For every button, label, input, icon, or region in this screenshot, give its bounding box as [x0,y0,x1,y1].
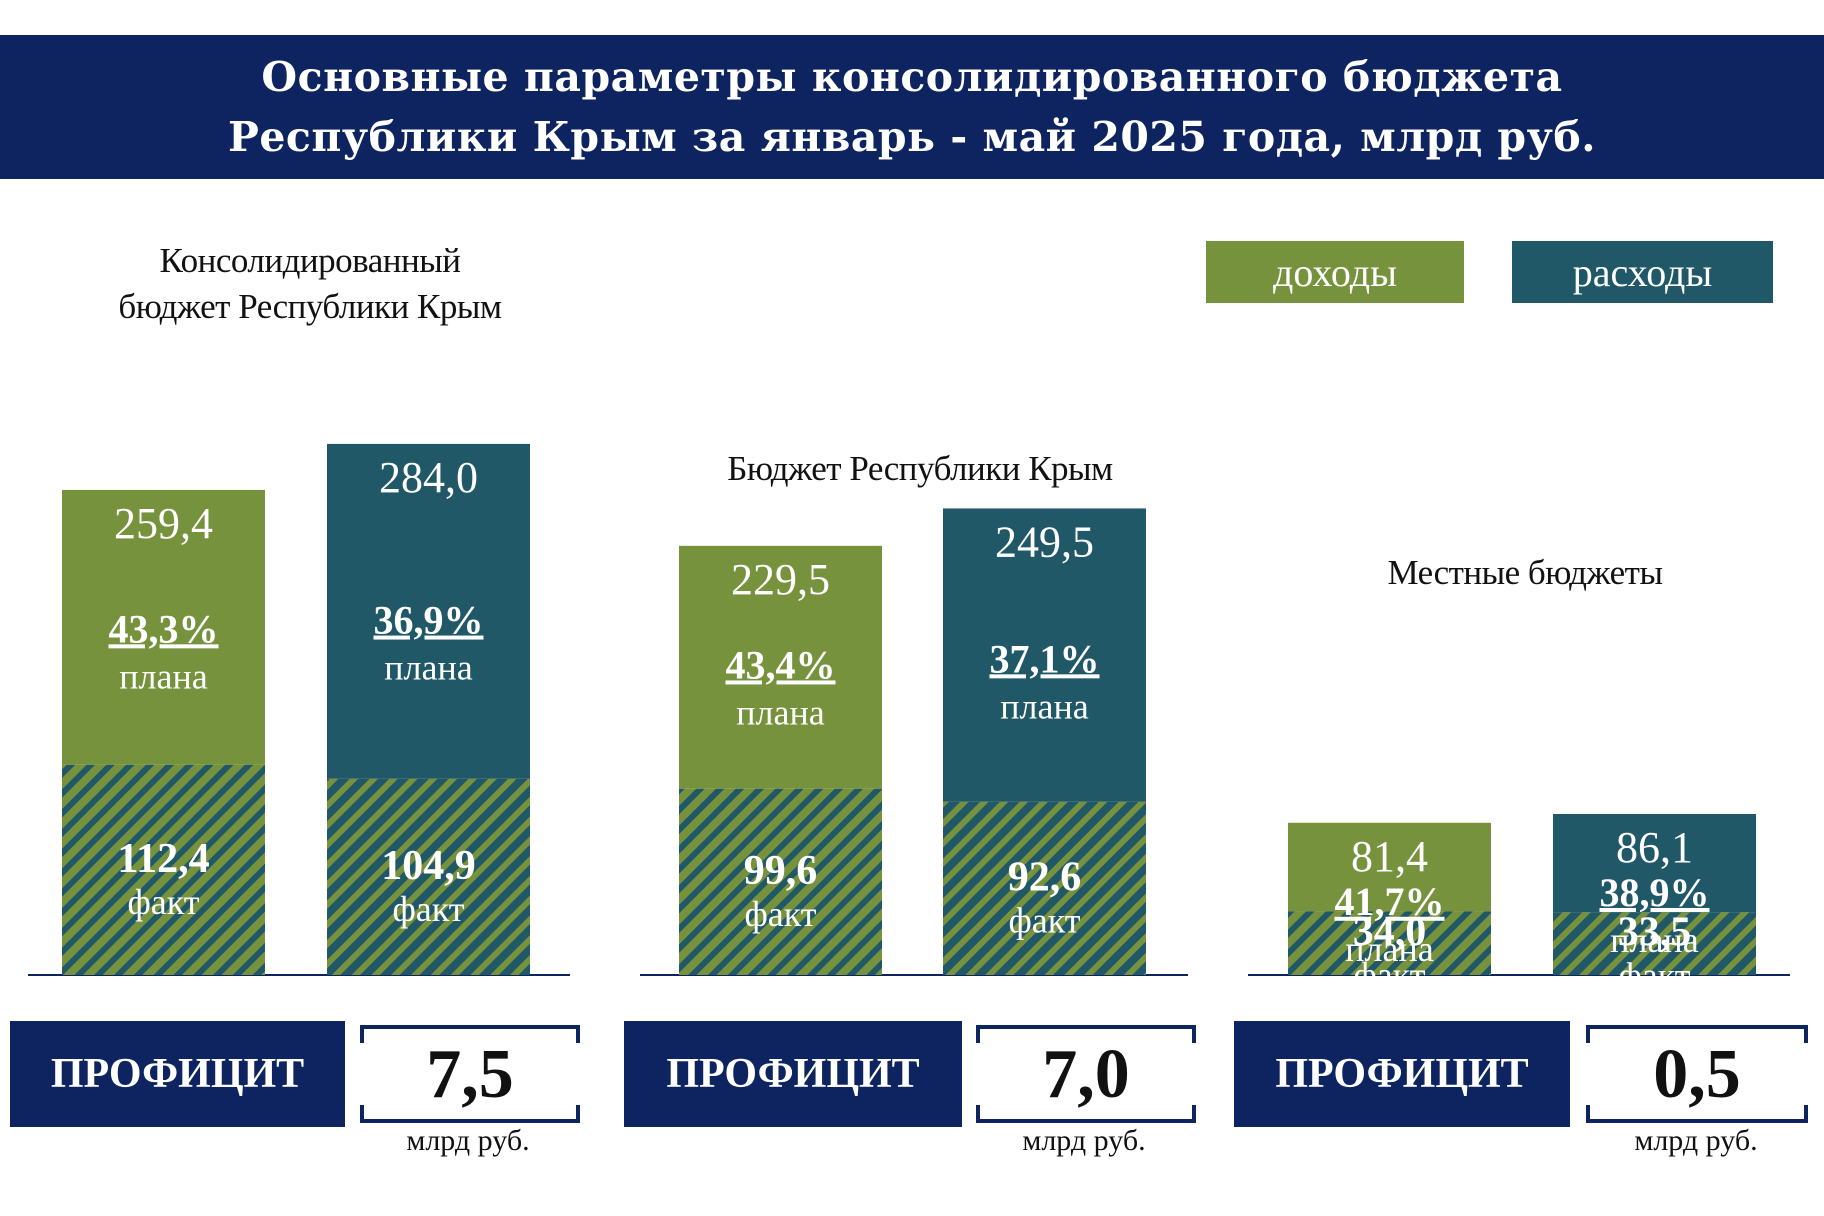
bar-plan-expense-republic [943,508,1146,802]
label-fact-text-income-consolidated: факт [127,882,199,922]
label-fact-text-expense-local: факт [1618,956,1690,996]
legend-expense: расходы [1512,241,1773,303]
title-line-1: Основные параметры консолидированного бю… [261,53,1563,101]
label-plan-value-income-consolidated: 259,4 [114,499,213,548]
label-fact-value-income-republic: 99,6 [744,848,818,894]
label-pct-income-republic: 43,4% [726,642,836,687]
legend-income: доходы [1206,241,1464,303]
surplus-box-local: 0,5 [1586,1025,1808,1123]
label-pct-income-local: 41,7% [1335,879,1445,924]
label-plan-value-expense-consolidated: 284,0 [379,453,478,502]
label-fact-text-expense-republic: факт [1008,900,1080,940]
label-plan-value-expense-local: 86,1 [1616,823,1693,872]
section-title-consolidated-line-2: бюджет Республики Крым [118,287,502,326]
label-pct-text-income-local: плана [1345,929,1433,969]
surplus-value-consolidated: 7,5 [426,1036,514,1113]
title-line-2: Республики Крым за январь - май 2025 год… [228,113,1596,161]
bar-fact-income-republic [679,788,882,975]
label-pct-text-expense-republic: плана [1000,686,1088,726]
label-fact-value-income-local: 34,0 [1353,909,1427,955]
label-fact-value-expense-republic: 92,6 [1008,854,1082,900]
bar-plan-income-republic [679,545,882,789]
surplus-box-consolidated: 7,5 [360,1025,580,1123]
bar-plan-income-consolidated [62,489,265,765]
label-plan-value-income-republic: 229,5 [731,555,830,604]
label-fact-text-expense-consolidated: факт [392,889,464,929]
bar-fact-income-consolidated [62,764,265,975]
surplus-unit-local: млрд руб. [1634,1124,1758,1157]
section-title-local: Местные бюджеты [1280,550,1770,596]
bar-fact-expense-local [1553,912,1756,975]
label-pct-text-expense-consolidated: плана [384,648,472,688]
label-fact-value-income-consolidated: 112,4 [117,836,209,882]
surplus-value-republic: 7,0 [1042,1036,1130,1113]
label-pct-expense-republic: 37,1% [990,636,1100,681]
surplus-unit-consolidated: млрд руб. [406,1124,530,1157]
label-pct-income-consolidated: 43,3% [109,606,219,651]
surplus-unit-republic: млрд руб. [1022,1124,1146,1157]
section-title-republic-line-1: Бюджет Республики Крым [727,449,1113,488]
label-fact-value-expense-consolidated: 104,9 [381,843,476,889]
section-title-consolidated: Консолидированный бюджет Республики Крым [40,238,580,330]
section-title-local-line-1: Местные бюджеты [1387,553,1663,592]
label-pct-text-expense-local: плана [1610,920,1698,960]
label-fact-text-income-republic: факт [744,894,816,934]
label-pct-expense-consolidated: 36,9% [374,598,484,643]
bar-plan-income-local [1288,822,1491,912]
bar-fact-expense-consolidated [327,778,530,975]
label-pct-expense-local: 38,9% [1600,870,1710,915]
section-title-consolidated-line-1: Консолидированный [159,241,461,280]
surplus-label-local: ПРОФИЦИТ [1234,1021,1570,1127]
label-fact-text-income-local: факт [1353,955,1425,995]
surplus-label-consolidated: ПРОФИЦИТ [10,1021,345,1127]
bar-fact-expense-republic [943,801,1146,975]
section-title-republic: Бюджет Республики Крым [640,446,1200,492]
surplus-value-local: 0,5 [1653,1036,1741,1113]
label-fact-value-expense-local: 33,5 [1618,910,1692,956]
label-pct-text-income-republic: плана [736,692,824,732]
bar-plan-expense-consolidated [327,443,530,779]
label-plan-value-income-local: 81,4 [1351,832,1428,881]
surplus-label-republic: ПРОФИЦИТ [624,1021,962,1127]
label-plan-value-expense-republic: 249,5 [995,517,1094,566]
title-banner: Основные параметры консолидированного бю… [0,35,1824,179]
label-pct-text-income-consolidated: плана [119,656,207,696]
bar-fact-income-local [1288,911,1491,975]
surplus-box-republic: 7,0 [976,1025,1196,1123]
bar-plan-expense-local [1553,813,1756,913]
